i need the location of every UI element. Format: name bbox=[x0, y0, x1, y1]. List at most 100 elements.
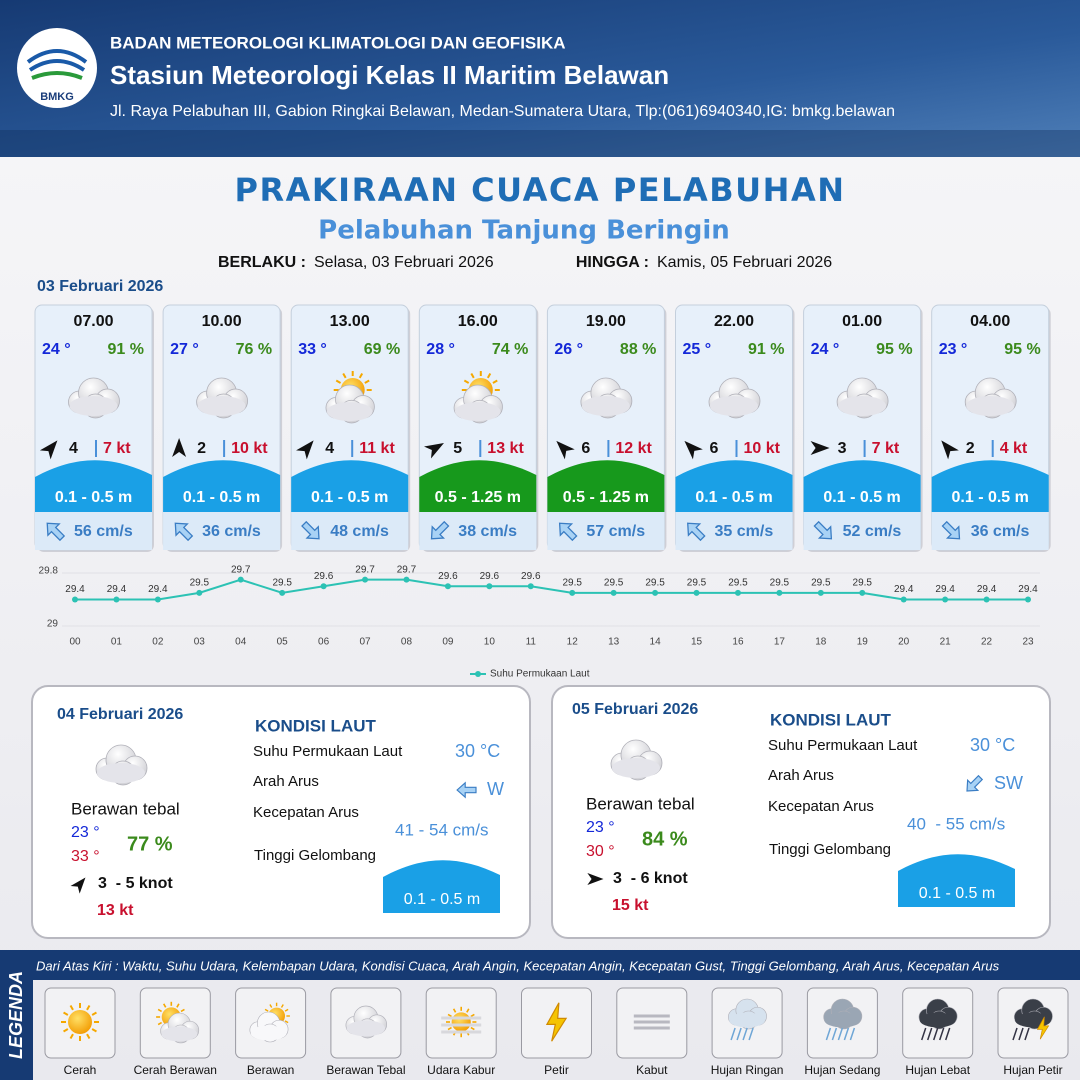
sun-ray bbox=[342, 373, 347, 379]
temperature: 26 ° bbox=[554, 341, 583, 358]
gust: 13 kt bbox=[487, 440, 524, 457]
x-tick-label: 06 bbox=[318, 637, 330, 648]
current-speed: 35 cm/s bbox=[715, 523, 774, 540]
sun-ray bbox=[358, 373, 364, 379]
data-point bbox=[942, 596, 949, 603]
sst-label: Suhu Permukaan Laut bbox=[768, 737, 918, 754]
separator bbox=[607, 440, 610, 457]
data-label: 29.5 bbox=[728, 578, 748, 589]
separator bbox=[95, 440, 97, 457]
current-arrow bbox=[430, 520, 450, 540]
temp-max: 30 ° bbox=[586, 843, 615, 860]
rain-drop bbox=[837, 1027, 844, 1041]
sun-ray bbox=[470, 1013, 475, 1018]
x-tick-label: 03 bbox=[194, 637, 206, 648]
data-label: 29.4 bbox=[1018, 584, 1038, 595]
x-tick-label: 14 bbox=[650, 637, 662, 648]
wave-height: 0.1 - 0.5 m bbox=[55, 489, 132, 506]
data-point bbox=[569, 589, 576, 596]
data-point bbox=[900, 596, 907, 603]
legend-item: Berawan bbox=[247, 1063, 294, 1077]
data-point bbox=[403, 576, 410, 583]
data-label: 29.4 bbox=[65, 584, 85, 595]
title: PRAKIRAAN CUACA PELABUHAN bbox=[235, 171, 846, 209]
rain-drop bbox=[748, 1027, 754, 1041]
current-arrow bbox=[558, 522, 578, 542]
cloud-icon bbox=[836, 377, 889, 419]
cloud-part bbox=[250, 1025, 287, 1041]
data-point bbox=[817, 589, 824, 596]
time: 07.00 bbox=[73, 313, 113, 330]
humidity: 91 % bbox=[108, 341, 144, 358]
data-label: 29.7 bbox=[397, 564, 417, 575]
rain-drop bbox=[736, 1027, 742, 1041]
current-arrow bbox=[301, 520, 320, 540]
legend-side bbox=[0, 950, 33, 1080]
rain-drop bbox=[926, 1027, 933, 1041]
wave-label: Tinggi Gelombang bbox=[769, 841, 891, 858]
sun-ray bbox=[284, 1020, 289, 1024]
sst-label: Suhu Permukaan Laut bbox=[253, 743, 403, 760]
sst: 30 °C bbox=[455, 741, 500, 761]
temperature: 27 ° bbox=[170, 341, 199, 358]
x-tick-label: 23 bbox=[1022, 637, 1034, 648]
current-arrow bbox=[813, 520, 833, 540]
legend-swatch bbox=[475, 671, 481, 677]
legend-item: Hujan Sedang bbox=[804, 1063, 880, 1077]
humidity: 76 % bbox=[236, 341, 272, 358]
current-speed: 38 cm/s bbox=[458, 523, 517, 540]
separator bbox=[863, 440, 866, 457]
current-dir: SW bbox=[994, 773, 1023, 793]
legend-item: Udara Kabur bbox=[427, 1063, 495, 1077]
data-label: 29.7 bbox=[231, 564, 251, 575]
cloud-part bbox=[612, 758, 660, 778]
data-label: 29.4 bbox=[107, 584, 127, 595]
sun-ray bbox=[86, 1005, 91, 1011]
data-point bbox=[320, 583, 327, 590]
data-label: 29.5 bbox=[853, 578, 873, 589]
temperature: 24 ° bbox=[811, 341, 840, 358]
header-shade bbox=[0, 130, 1080, 157]
cloud-part bbox=[710, 396, 758, 416]
separator bbox=[991, 440, 994, 457]
x-tick-label: 04 bbox=[235, 637, 247, 648]
sun-ray bbox=[69, 1005, 74, 1011]
data-label: 29.4 bbox=[894, 584, 914, 595]
cloud-icon bbox=[823, 998, 863, 1030]
gust: 7 kt bbox=[872, 440, 900, 457]
data-point bbox=[486, 583, 493, 590]
valid-from: Selasa, 03 Februari 2026 bbox=[314, 254, 494, 271]
rain-drop bbox=[831, 1027, 838, 1041]
current-speed: 52 cm/s bbox=[843, 523, 902, 540]
subtitle: Pelabuhan Tanjung Beringin bbox=[318, 216, 730, 246]
sun-ray bbox=[157, 1021, 163, 1026]
legend-item: Kabut bbox=[636, 1063, 668, 1077]
current-speed: 36 cm/s bbox=[971, 523, 1030, 540]
rain-drop bbox=[742, 1027, 748, 1041]
current-arrow bbox=[687, 522, 706, 542]
wave-height: 0.1 - 0.5 m bbox=[311, 489, 388, 506]
valid-from-label: BERLAKU : bbox=[218, 254, 306, 271]
cloud-part bbox=[326, 402, 373, 422]
separator bbox=[223, 440, 226, 457]
sun-ray bbox=[269, 1004, 273, 1008]
legend-item: Hujan Ringan bbox=[711, 1063, 784, 1077]
data-point bbox=[444, 583, 451, 590]
gust: 11 kt bbox=[359, 440, 395, 457]
rain-drop bbox=[1012, 1027, 1018, 1041]
time: 01.00 bbox=[842, 313, 882, 330]
gust: 4 kt bbox=[1000, 440, 1028, 457]
rain-drop bbox=[938, 1027, 945, 1041]
legend-item: Hujan Lebat bbox=[905, 1063, 970, 1077]
data-label: 29.6 bbox=[314, 571, 334, 582]
wind-speed: 4 bbox=[325, 440, 334, 457]
temperature: 23 ° bbox=[939, 341, 968, 358]
x-tick-label: 18 bbox=[815, 637, 827, 648]
x-tick-label: 01 bbox=[111, 637, 123, 648]
x-tick-label: 02 bbox=[152, 637, 164, 648]
rain-drop bbox=[825, 1027, 832, 1041]
time: 13.00 bbox=[330, 313, 370, 330]
cloud-part bbox=[824, 1012, 861, 1028]
sun-ray bbox=[163, 1003, 167, 1008]
wave-height: 0.1 - 0.5 m bbox=[952, 489, 1029, 506]
